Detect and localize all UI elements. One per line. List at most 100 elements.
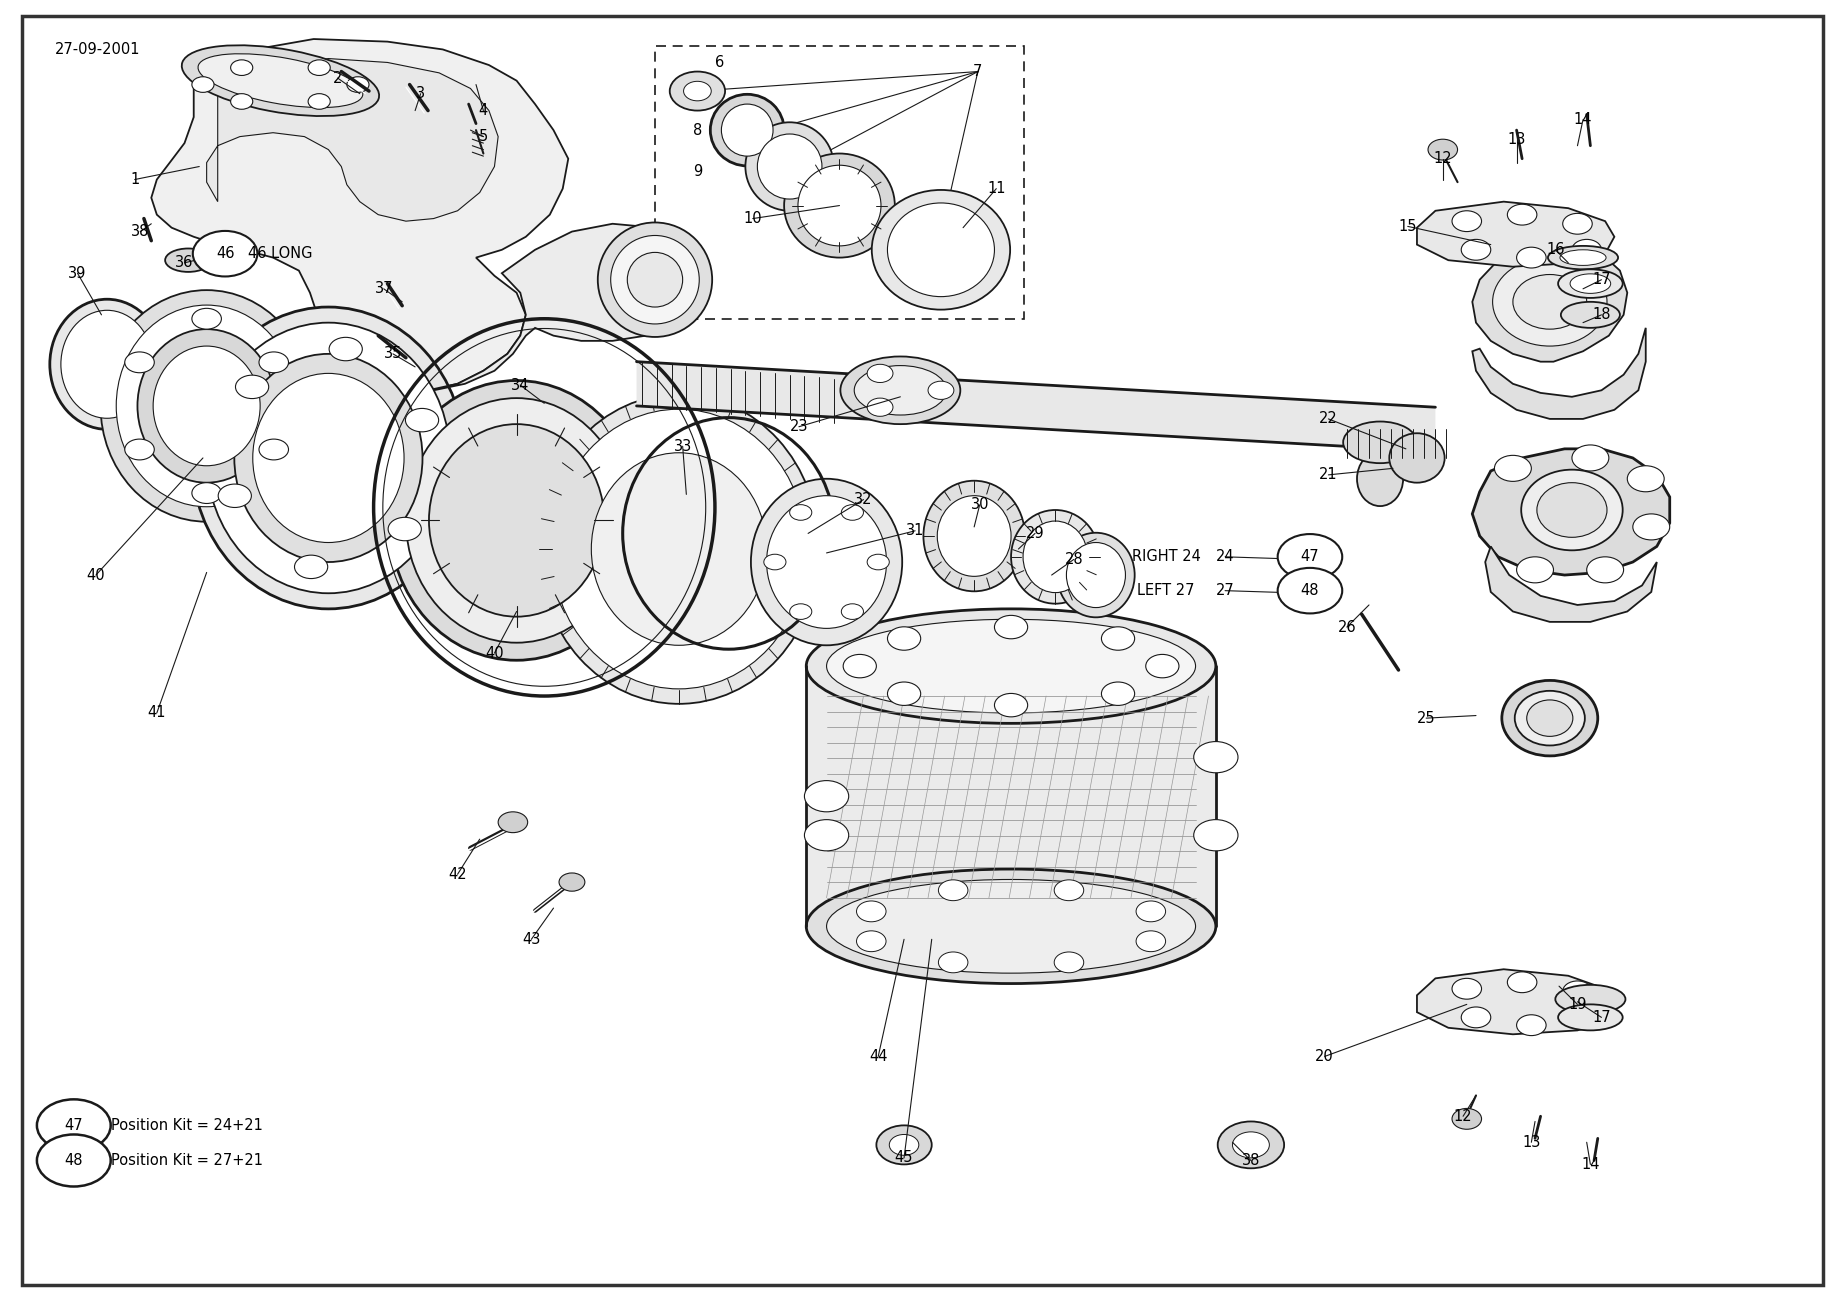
Ellipse shape <box>873 190 1011 310</box>
Circle shape <box>236 375 269 398</box>
Text: 35: 35 <box>384 346 402 362</box>
Ellipse shape <box>207 323 450 593</box>
Text: 29: 29 <box>1026 526 1044 541</box>
Ellipse shape <box>166 248 210 272</box>
Circle shape <box>347 77 369 92</box>
Ellipse shape <box>539 394 819 704</box>
Ellipse shape <box>683 82 710 101</box>
Polygon shape <box>1472 241 1627 362</box>
Ellipse shape <box>50 299 164 429</box>
Text: 17: 17 <box>1592 1010 1611 1025</box>
Text: 38: 38 <box>131 224 149 239</box>
Text: 13: 13 <box>1507 131 1526 147</box>
Ellipse shape <box>61 311 153 419</box>
Ellipse shape <box>183 46 378 116</box>
Circle shape <box>1494 455 1531 481</box>
Circle shape <box>764 554 786 570</box>
Ellipse shape <box>1537 483 1607 537</box>
Text: 40: 40 <box>485 645 504 661</box>
Ellipse shape <box>428 424 605 617</box>
Polygon shape <box>1472 449 1670 575</box>
Text: 38: 38 <box>1242 1153 1260 1168</box>
Text: 45: 45 <box>895 1150 913 1166</box>
Circle shape <box>1572 239 1601 260</box>
Ellipse shape <box>389 381 644 661</box>
Ellipse shape <box>1557 1004 1622 1030</box>
Polygon shape <box>207 59 498 221</box>
Circle shape <box>790 604 812 619</box>
Circle shape <box>876 1125 932 1164</box>
Ellipse shape <box>710 95 784 167</box>
Polygon shape <box>637 362 1435 451</box>
Circle shape <box>194 232 256 277</box>
Ellipse shape <box>192 307 465 609</box>
Text: 24: 24 <box>1216 549 1234 565</box>
Text: 11: 11 <box>987 181 1006 196</box>
Circle shape <box>231 60 253 75</box>
Circle shape <box>125 440 155 461</box>
Circle shape <box>192 308 221 329</box>
Ellipse shape <box>1022 522 1087 593</box>
Circle shape <box>1232 1132 1269 1158</box>
Circle shape <box>1137 930 1166 951</box>
Text: 34: 34 <box>511 377 530 393</box>
Circle shape <box>843 654 876 678</box>
Polygon shape <box>151 39 568 390</box>
Ellipse shape <box>137 329 277 483</box>
Text: 13: 13 <box>1522 1134 1541 1150</box>
Circle shape <box>867 398 893 416</box>
Circle shape <box>1053 879 1083 900</box>
Ellipse shape <box>1343 422 1417 463</box>
Ellipse shape <box>1515 691 1585 745</box>
Ellipse shape <box>751 479 902 645</box>
Ellipse shape <box>1557 269 1622 298</box>
Ellipse shape <box>841 356 959 424</box>
Text: 44: 44 <box>869 1049 887 1064</box>
Circle shape <box>37 1099 111 1151</box>
Circle shape <box>856 902 886 922</box>
Text: 32: 32 <box>854 492 873 507</box>
Text: 30: 30 <box>970 497 989 513</box>
Circle shape <box>258 353 288 373</box>
Circle shape <box>1279 535 1341 580</box>
Circle shape <box>867 554 889 570</box>
Text: 41: 41 <box>148 705 166 721</box>
Circle shape <box>559 873 585 891</box>
Text: 21: 21 <box>1319 467 1338 483</box>
Circle shape <box>1461 1007 1491 1028</box>
Circle shape <box>231 94 253 109</box>
Circle shape <box>1587 557 1624 583</box>
Text: 42: 42 <box>448 866 467 882</box>
Ellipse shape <box>253 373 404 543</box>
Polygon shape <box>428 224 710 390</box>
Ellipse shape <box>806 869 1216 984</box>
Text: 48: 48 <box>1301 583 1319 598</box>
Ellipse shape <box>854 366 946 415</box>
Ellipse shape <box>1513 275 1587 329</box>
Circle shape <box>308 94 330 109</box>
Text: 3: 3 <box>417 86 424 101</box>
Text: 25: 25 <box>1417 710 1435 726</box>
Ellipse shape <box>1493 258 1607 346</box>
Ellipse shape <box>827 879 1196 973</box>
Circle shape <box>192 77 214 92</box>
Text: 26: 26 <box>1338 619 1356 635</box>
Circle shape <box>1452 1108 1482 1129</box>
Text: LEFT 27: LEFT 27 <box>1137 583 1196 598</box>
Circle shape <box>258 440 288 461</box>
Ellipse shape <box>1356 451 1402 506</box>
Ellipse shape <box>611 235 699 324</box>
Text: 16: 16 <box>1546 242 1565 258</box>
Circle shape <box>939 952 969 973</box>
Circle shape <box>856 930 886 951</box>
Text: Position Kit = 27+21: Position Kit = 27+21 <box>111 1153 262 1168</box>
Ellipse shape <box>1561 250 1607 265</box>
Circle shape <box>1279 567 1341 614</box>
Ellipse shape <box>101 290 314 522</box>
Ellipse shape <box>1570 275 1611 294</box>
Text: 14: 14 <box>1581 1157 1600 1172</box>
Circle shape <box>295 556 328 579</box>
Ellipse shape <box>1389 433 1445 483</box>
Circle shape <box>37 1134 111 1187</box>
Ellipse shape <box>784 154 895 258</box>
